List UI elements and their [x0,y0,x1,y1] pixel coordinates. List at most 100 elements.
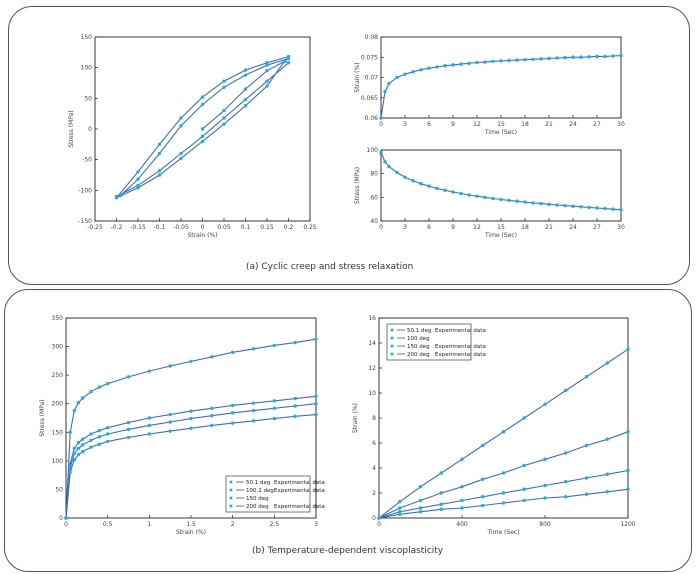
data-point [563,203,567,208]
y-tick-label: 100 [52,458,64,465]
y-tick-label: 100 [367,147,379,154]
y-tick-label: 100 [81,65,93,72]
data-point [293,396,297,401]
y-tick-label: 16 [368,315,376,322]
y-tick-label: 2 [372,490,376,497]
data-point [230,403,235,408]
data-point [467,193,471,197]
y-tick-label: -150 [78,218,92,225]
data-point [460,485,464,489]
data-point [265,63,269,67]
data-point [243,97,248,102]
data-point [286,54,291,59]
data-point [419,182,423,186]
data-point [584,443,589,448]
data-point [595,206,599,210]
legend-marker [390,352,394,356]
data-point [605,437,609,441]
x-tick-label: 0 [377,521,381,528]
data-point [460,506,464,510]
x-tick-label: 800 [539,521,551,528]
data-point [179,156,183,161]
data-point [626,487,630,491]
data-point [383,160,387,164]
x-tick-label: 3 [314,521,318,528]
x-tick-label: 6 [427,224,431,231]
data-point [626,468,630,473]
data-point [579,55,583,59]
data-point [543,457,547,461]
data-point [418,506,423,510]
data-point [555,56,559,60]
data-point [515,58,519,62]
legend-marker [229,496,233,500]
legend-suffix: Experimental data [274,504,325,510]
x-tick-label: 0 [64,521,68,528]
data-point [523,57,527,62]
data-point [515,199,519,203]
y-axis-label: Stress (MPa) [354,167,361,204]
data-point [251,419,256,423]
data-point [80,450,85,454]
data-point [222,122,226,126]
data-point [147,423,152,428]
data-point [418,510,423,514]
data-point [475,60,479,65]
data-point [481,477,485,481]
data-point [427,184,431,188]
legend-label: 200 deg [246,504,269,510]
data-point [136,186,140,190]
data-point [105,439,110,444]
data-point [147,369,152,373]
data-point [451,190,455,194]
x-tick-label: 30 [617,224,625,231]
data-point [272,343,277,348]
data-point [136,170,140,174]
data-point [76,400,81,405]
data-point [563,55,567,60]
data-point [418,498,423,503]
data-point [157,151,162,156]
data-point [460,457,464,461]
data-point [230,350,235,354]
x-tick-label: 2.5 [270,521,280,528]
y-tick-label: 0.07 [365,75,379,82]
data-point [222,85,226,89]
data-point [522,487,526,491]
data-point [460,498,464,503]
data-point [595,54,599,59]
data-point [395,170,399,175]
data-point [168,412,172,417]
data-point [491,196,495,201]
data-point [587,55,591,59]
data-point [483,195,487,200]
data-point [200,95,205,99]
data-point [200,127,205,131]
y-tick-label: 60 [370,194,378,201]
legend-suffix: Experimental data [435,352,486,358]
data-point [293,340,297,345]
legend-marker [390,328,394,332]
x-tick-label: 3 [403,224,407,231]
data-point [584,492,589,496]
data-point [383,89,387,94]
data-point [72,446,77,450]
data-point [189,426,193,430]
y-tick-label: 0.065 [361,95,378,102]
data-point [76,446,81,450]
data-point [147,416,152,420]
y-tick-label: 0 [59,515,63,522]
data-point [377,516,381,520]
x-tick-label: 21 [545,121,553,128]
x-axis-label: Time (Sec) [486,529,519,536]
data-point [439,491,443,495]
data-point [314,412,318,417]
y-axis-label: Stress (MPa) [68,110,75,147]
legend-marker [390,336,394,340]
x-tick-label: 6 [427,121,431,128]
data-point [543,496,547,500]
data-point [571,204,575,208]
data-point [507,198,511,203]
data-point [80,396,85,400]
x-axis-label: Strain (%) [187,232,217,239]
